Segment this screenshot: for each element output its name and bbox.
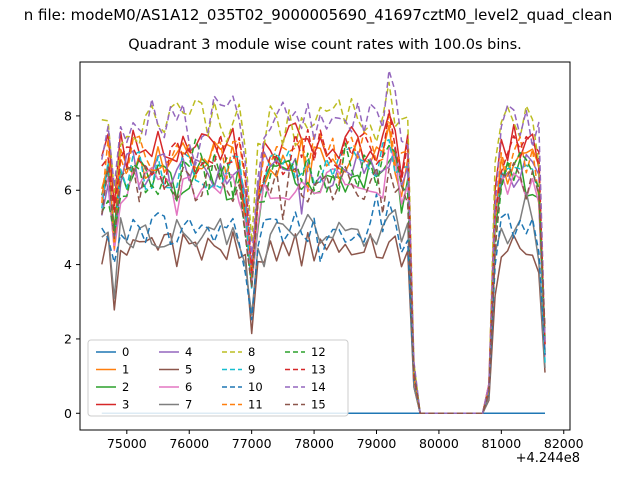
x-tick: 78000 xyxy=(294,430,334,451)
legend-entry-12: 12 xyxy=(285,345,326,359)
legend-entry-15: 15 xyxy=(285,398,326,412)
x-tick-label: 80000 xyxy=(419,436,459,451)
legend-entry-9: 9 xyxy=(222,363,255,377)
y-tick: 8 xyxy=(64,108,80,123)
series-line-15 xyxy=(101,162,546,415)
legend-entry-6: 6 xyxy=(159,380,192,394)
x-tick-label: 81000 xyxy=(481,436,521,451)
x-tick-label: 77000 xyxy=(232,436,272,451)
x-tick-label: 79000 xyxy=(357,436,397,451)
plot-area: 75000 76000 77000 78000 79000 80000 81000 82000… xyxy=(64,61,584,451)
legend-label: 12 xyxy=(311,345,326,359)
y-tick-label: 2 xyxy=(64,331,72,346)
legend-entry-8: 8 xyxy=(222,345,255,359)
legend-label: 11 xyxy=(248,398,263,412)
legend-label: 6 xyxy=(185,380,192,394)
legend-entry-11: 11 xyxy=(222,398,263,412)
axes-frame xyxy=(79,61,571,431)
legend-label: 9 xyxy=(248,363,255,377)
x-tick: 77000 xyxy=(232,430,272,451)
legend-entry-2: 2 xyxy=(96,380,129,394)
legend-entry-3: 3 xyxy=(96,398,129,412)
legend-label: 13 xyxy=(311,363,326,377)
x-tick-label: 76000 xyxy=(169,436,209,451)
legend-label: 8 xyxy=(248,345,255,359)
y-tick: 4 xyxy=(64,257,80,272)
file-title: n file: modeM0/AS1A12_035T02_9000005690_… xyxy=(24,6,613,25)
series-line-14 xyxy=(101,69,546,415)
x-tick-label: 82000 xyxy=(544,436,584,451)
legend-entry-4: 4 xyxy=(159,345,192,359)
y-tick-label: 6 xyxy=(64,183,72,198)
x-tick: 81000 xyxy=(481,430,521,451)
x-tick: 80000 xyxy=(419,430,459,451)
legend-entry-5: 5 xyxy=(159,363,192,377)
x-tick: 76000 xyxy=(169,430,209,451)
legend-label: 2 xyxy=(122,380,129,394)
x-tick-label: 78000 xyxy=(294,436,334,451)
legend-label: 3 xyxy=(122,398,129,412)
y-tick: 2 xyxy=(64,331,80,346)
legend-entry-7: 7 xyxy=(159,398,192,412)
legend-label: 1 xyxy=(122,363,129,377)
x-tick: 75000 xyxy=(107,430,147,451)
x-axis-offset-label: +4.244e8 xyxy=(516,451,580,466)
x-tick: 82000 xyxy=(544,430,584,451)
legend-entry-14: 14 xyxy=(285,380,326,394)
legend-entry-0: 0 xyxy=(96,345,129,359)
legend-label: 4 xyxy=(185,345,192,359)
legend-entry-13: 13 xyxy=(285,363,326,377)
legend-box xyxy=(87,339,349,417)
axes-title: Quadrant 3 module wise count rates with … xyxy=(128,37,522,53)
legend-entry-10: 10 xyxy=(222,380,263,394)
x-tick: 79000 xyxy=(357,430,397,451)
legend-label: 14 xyxy=(311,380,326,394)
legend-label: 0 xyxy=(122,345,129,359)
y-tick-label: 0 xyxy=(64,406,72,421)
legend-label: 15 xyxy=(311,398,326,412)
y-tick: 0 xyxy=(64,406,80,421)
y-tick-label: 4 xyxy=(64,257,72,272)
legend-label: 7 xyxy=(185,398,192,412)
legend-label: 10 xyxy=(248,380,263,394)
y-tick-label: 8 xyxy=(64,108,72,123)
y-tick: 6 xyxy=(64,183,80,198)
series-line-9 xyxy=(101,138,546,415)
x-tick-label: 75000 xyxy=(107,436,147,451)
legend-entry-1: 1 xyxy=(96,363,129,377)
legend-label: 5 xyxy=(185,363,192,377)
